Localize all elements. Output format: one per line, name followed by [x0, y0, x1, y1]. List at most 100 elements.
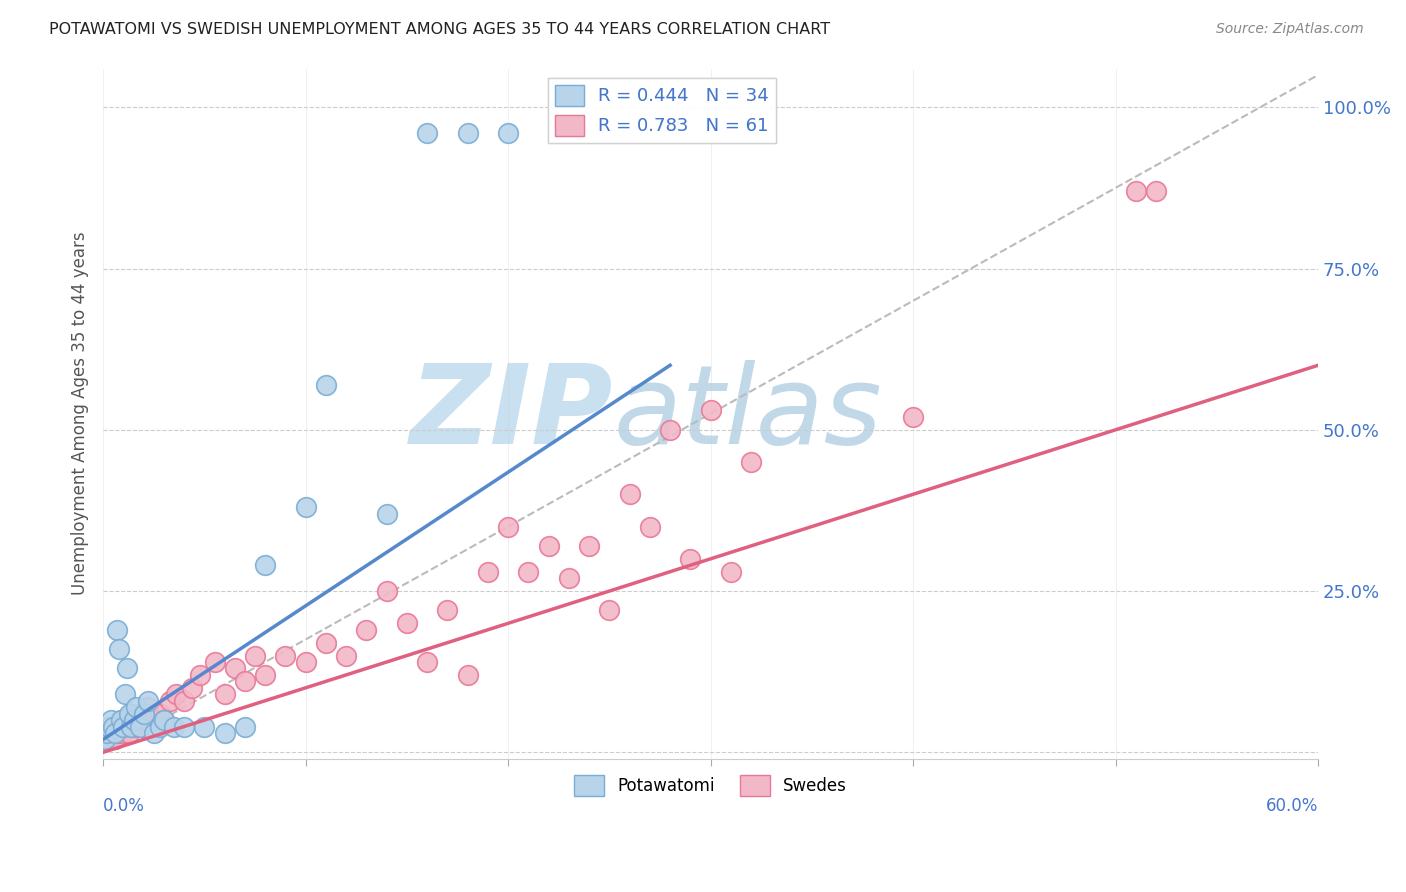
Point: [136, 694, 159, 708]
Point: [375, 584, 398, 599]
Point: [204, 655, 226, 669]
Point: [436, 603, 458, 617]
Point: [517, 565, 540, 579]
Point: [173, 719, 195, 733]
Point: [477, 565, 499, 579]
Point: [315, 635, 337, 649]
Text: 0.0%: 0.0%: [103, 797, 145, 814]
Point: [108, 642, 131, 657]
Point: [118, 726, 141, 740]
Point: [94, 732, 117, 747]
Point: [108, 719, 131, 733]
Point: [294, 500, 316, 515]
Point: [274, 648, 297, 663]
Text: POTAWATOMI VS SWEDISH UNEMPLOYMENT AMONG AGES 35 TO 44 YEARS CORRELATION CHART: POTAWATOMI VS SWEDISH UNEMPLOYMENT AMONG…: [49, 22, 831, 37]
Point: [94, 732, 117, 747]
Point: [128, 719, 150, 733]
Point: [122, 719, 145, 733]
Point: [375, 507, 398, 521]
Point: [96, 726, 118, 740]
Point: [122, 713, 145, 727]
Text: ZIP: ZIP: [411, 360, 613, 467]
Point: [153, 713, 176, 727]
Point: [124, 700, 146, 714]
Point: [100, 713, 122, 727]
Point: [1125, 184, 1147, 198]
Point: [104, 726, 127, 740]
Point: [114, 719, 136, 733]
Point: [638, 519, 661, 533]
Point: [142, 713, 165, 727]
Point: [720, 565, 742, 579]
Point: [127, 706, 149, 721]
Point: [598, 603, 620, 617]
Point: [457, 668, 479, 682]
Point: [558, 571, 581, 585]
Point: [224, 661, 246, 675]
Point: [335, 648, 357, 663]
Point: [117, 661, 139, 675]
Point: [659, 423, 682, 437]
Point: [98, 719, 121, 733]
Point: [214, 687, 236, 701]
Point: [578, 539, 600, 553]
Point: [103, 719, 125, 733]
Point: [105, 623, 128, 637]
Point: [679, 551, 702, 566]
Legend: R = 0.444   N = 34, R = 0.783   N = 61: R = 0.444 N = 34, R = 0.783 N = 61: [548, 78, 776, 143]
Point: [136, 700, 159, 714]
Point: [121, 706, 143, 721]
Point: [294, 655, 316, 669]
Point: [153, 713, 176, 727]
Point: [1144, 184, 1167, 198]
Text: atlas: atlas: [613, 360, 882, 467]
Point: [233, 719, 256, 733]
Point: [457, 126, 479, 140]
Point: [110, 713, 132, 727]
Point: [254, 668, 277, 682]
Point: [416, 655, 439, 669]
Point: [142, 726, 165, 740]
Point: [356, 623, 378, 637]
Point: [103, 719, 125, 733]
Point: [118, 706, 141, 721]
Point: [149, 706, 172, 721]
Point: [740, 455, 762, 469]
Point: [128, 719, 150, 733]
Point: [214, 726, 236, 740]
Point: [395, 616, 418, 631]
Point: [416, 126, 439, 140]
Point: [619, 487, 641, 501]
Point: [114, 687, 136, 701]
Point: [117, 713, 139, 727]
Point: [163, 719, 186, 733]
Point: [149, 719, 172, 733]
Point: [112, 726, 135, 740]
Y-axis label: Unemployment Among Ages 35 to 44 years: Unemployment Among Ages 35 to 44 years: [72, 232, 89, 596]
Point: [165, 687, 187, 701]
Point: [124, 713, 146, 727]
Point: [901, 409, 924, 424]
Point: [98, 732, 121, 747]
Text: Source: ZipAtlas.com: Source: ZipAtlas.com: [1216, 22, 1364, 37]
Point: [132, 713, 155, 727]
Point: [315, 377, 337, 392]
Point: [105, 726, 128, 740]
Point: [104, 732, 127, 747]
Point: [496, 126, 519, 140]
Point: [496, 519, 519, 533]
Text: 60.0%: 60.0%: [1265, 797, 1319, 814]
Point: [181, 681, 204, 695]
Point: [699, 403, 721, 417]
Point: [193, 719, 215, 733]
Point: [243, 648, 266, 663]
Point: [110, 713, 132, 727]
Point: [254, 558, 277, 573]
Point: [173, 694, 195, 708]
Point: [132, 706, 155, 721]
Point: [159, 694, 181, 708]
Point: [100, 726, 122, 740]
Point: [121, 719, 143, 733]
Point: [96, 726, 118, 740]
Point: [537, 539, 560, 553]
